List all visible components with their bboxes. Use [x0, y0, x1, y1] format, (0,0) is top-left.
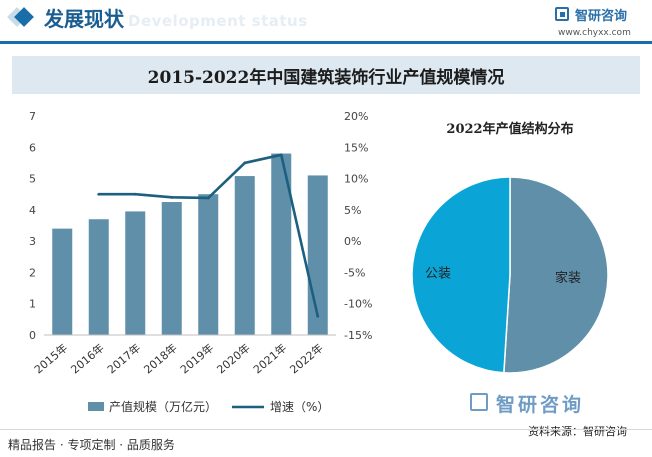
- y2-axis-tick-label: 20%: [344, 110, 368, 123]
- growth-point-2021年[interactable]: [279, 153, 283, 157]
- y-axis-tick-label: 3: [29, 235, 36, 248]
- x-axis-tick-label: 2018年: [141, 341, 180, 377]
- y-axis-tick-label: 2: [29, 266, 36, 279]
- growth-point-2016年[interactable]: [97, 192, 101, 196]
- y2-axis-tick-label: -5%: [344, 266, 365, 279]
- bar-2019年[interactable]: [198, 194, 219, 335]
- bar-2017年[interactable]: [125, 211, 146, 335]
- y2-axis-tick-label: 5%: [344, 204, 361, 217]
- x-axis-tick-label: 2020年: [214, 341, 253, 377]
- source-note: 资料来源：智研咨询: [528, 425, 627, 438]
- y2-axis-tick-label: 10%: [344, 173, 368, 186]
- bar-2021年[interactable]: [271, 153, 292, 335]
- growth-point-2020年[interactable]: [243, 161, 247, 165]
- x-axis-tick-label: 2019年: [177, 341, 216, 377]
- growth-point-2017年[interactable]: [133, 192, 137, 196]
- footer-divider: [0, 429, 652, 430]
- y-axis-tick-label: 1: [29, 298, 36, 311]
- footer-logo-name: 智研咨询: [496, 394, 585, 416]
- y-axis-tick-label: 5: [29, 173, 36, 186]
- legend-bar-label[interactable]: 产值规模（万亿元）: [109, 399, 217, 414]
- x-axis-tick-label: 2021年: [250, 341, 289, 377]
- header: Development status 发展现状 智研咨询 www.chyxx.c…: [0, 0, 652, 44]
- legend-line-label[interactable]: 增速（%）: [270, 400, 329, 414]
- chart-title: 2015-2022年中国建筑装饰行业产值规模情况: [147, 67, 505, 88]
- x-axis-tick-label: 2016年: [68, 341, 107, 377]
- y-axis-tick-label: 6: [29, 141, 36, 154]
- x-axis-tick-label: 2017年: [104, 341, 143, 377]
- logo-url[interactable]: www.chyxx.com: [558, 28, 631, 38]
- x-axis-tick-label: 2015年: [31, 341, 70, 377]
- section-title: 发展现状: [44, 7, 124, 31]
- y2-axis-tick-label: 0%: [344, 235, 361, 248]
- y2-axis-tick-label: -15%: [344, 329, 372, 342]
- y-axis-tick-label: 4: [29, 204, 36, 217]
- growth-point-2018年[interactable]: [170, 195, 174, 199]
- legend-bar-swatch: [88, 402, 104, 411]
- y2-axis-tick-label: -10%: [344, 298, 372, 311]
- logo-icon: [555, 7, 569, 21]
- bar-2016年[interactable]: [88, 219, 109, 335]
- y-axis-tick-label: 0: [29, 329, 36, 342]
- bar-2015年[interactable]: [52, 228, 73, 335]
- logo-name: 智研咨询: [575, 9, 628, 24]
- footer-slogan: 精品报告 · 专项定制 · 品质服务: [8, 438, 175, 452]
- x-axis-tick-label: 2022年: [287, 341, 326, 377]
- footer-logo-icon: [470, 393, 488, 411]
- bar-2018年[interactable]: [161, 202, 182, 335]
- pie-label-公装: 公装: [425, 267, 451, 282]
- y2-axis-tick-label: 15%: [344, 141, 368, 154]
- growth-point-2019年[interactable]: [206, 196, 210, 200]
- bar-2020年[interactable]: [234, 176, 255, 335]
- section-title-en: Development status: [128, 12, 308, 30]
- pie-chart-title: 2022年产值结构分布: [446, 122, 574, 137]
- header-divider: [0, 41, 652, 44]
- pie-label-家装: 家装: [555, 270, 581, 286]
- growth-point-2022年[interactable]: [316, 314, 320, 318]
- pie-slice-家装[interactable]: [503, 176, 609, 374]
- chart-title-band: 2015-2022年中国建筑装饰行业产值规模情况: [12, 56, 640, 94]
- y-axis-tick-label: 7: [29, 110, 36, 123]
- pie-slice-公装[interactable]: [411, 176, 511, 374]
